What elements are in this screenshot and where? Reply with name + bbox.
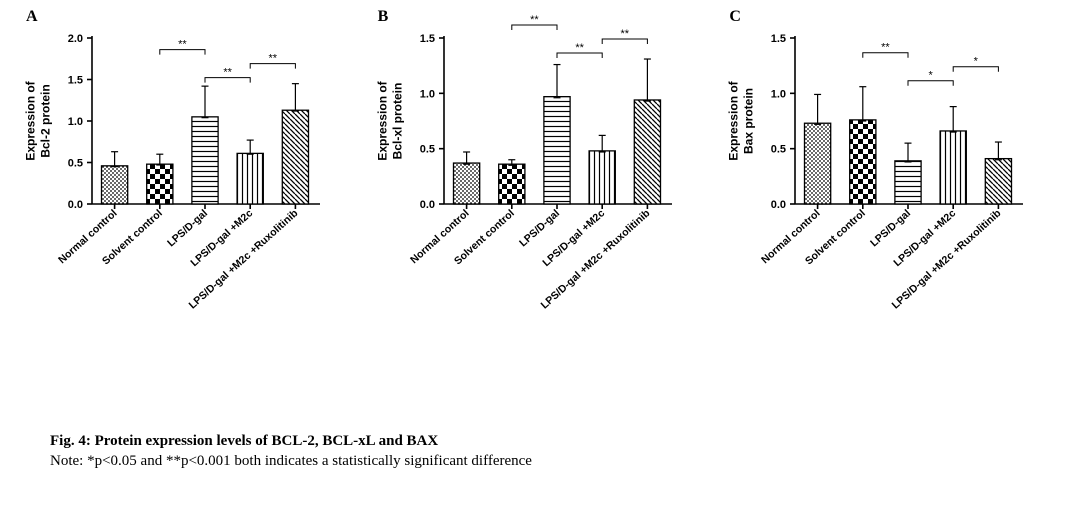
svg-text:1.5: 1.5 — [771, 33, 786, 45]
svg-text:**: ** — [223, 67, 232, 79]
svg-text:1.5: 1.5 — [419, 33, 434, 45]
chart-bclxl: 0.00.51.01.5Expression ofBcl-xl proteinN… — [362, 14, 692, 344]
figure-container: A 0.00.51.01.52.0Expression ofBcl-2 prot… — [0, 0, 1075, 505]
panel-a: A 0.00.51.01.52.0Expression ofBcl-2 prot… — [10, 14, 362, 344]
svg-text:**: ** — [269, 53, 278, 65]
svg-text:Expression of: Expression of — [375, 80, 389, 160]
chart-bcl2: 0.0 0.5 1.0 1.5 2.0 Expression ofBcl-2 protei… — [10, 14, 340, 344]
svg-text:Bcl-2 protein: Bcl-2 protein — [39, 84, 53, 157]
caption-title: Fig. 4: Protein expression levels of BCL… — [50, 431, 532, 451]
svg-text:LPS/D-gal: LPS/D-gal — [517, 207, 562, 249]
panel-label-b: B — [378, 8, 389, 26]
svg-text:0.0: 0.0 — [68, 199, 83, 211]
svg-text:1.0: 1.0 — [771, 88, 786, 100]
panel-label-a: A — [26, 8, 38, 26]
svg-text:1.0: 1.0 — [419, 88, 434, 100]
svg-text:**: ** — [620, 28, 629, 40]
svg-text:LPS/D-gal: LPS/D-gal — [868, 207, 913, 249]
svg-text:*: * — [929, 70, 934, 82]
svg-text:0.5: 0.5 — [419, 144, 434, 156]
svg-text:**: ** — [178, 39, 187, 51]
svg-text:LPS/D-gal: LPS/D-gal — [165, 207, 210, 249]
svg-text:**: ** — [881, 42, 890, 54]
svg-text:0.5: 0.5 — [771, 144, 786, 156]
panels-row: A 0.00.51.01.52.0Expression ofBcl-2 prot… — [10, 14, 1065, 344]
svg-text:1.0: 1.0 — [68, 116, 83, 128]
chart-bax: 0.00.51.01.5Expression ofBax proteinNorm… — [713, 14, 1043, 344]
svg-text:0.0: 0.0 — [419, 199, 434, 211]
svg-text:2.0: 2.0 — [68, 33, 83, 45]
svg-text:Bcl-xl protein: Bcl-xl protein — [390, 83, 404, 160]
svg-text:*: * — [974, 56, 979, 68]
panel-c: C 0.00.51.01.5Expression ofBax proteinNo… — [713, 14, 1065, 344]
svg-text:1.5: 1.5 — [68, 75, 83, 87]
caption-note: Note: *p<0.05 and **p<0.001 both indicat… — [50, 451, 532, 471]
svg-text:**: ** — [575, 42, 584, 54]
svg-text:**: ** — [530, 14, 539, 26]
svg-text:Bax protein: Bax protein — [742, 88, 756, 154]
svg-text:0.0: 0.0 — [771, 199, 786, 211]
svg-text:Expression of: Expression of — [727, 80, 741, 160]
svg-text:Expression of: Expression of — [24, 80, 38, 160]
figure-caption: Fig. 4: Protein expression levels of BCL… — [50, 431, 532, 472]
svg-text:0.5: 0.5 — [68, 158, 83, 170]
panel-b: B 0.00.51.01.5Expression ofBcl-xl protei… — [362, 14, 714, 344]
panel-label-c: C — [729, 8, 741, 26]
